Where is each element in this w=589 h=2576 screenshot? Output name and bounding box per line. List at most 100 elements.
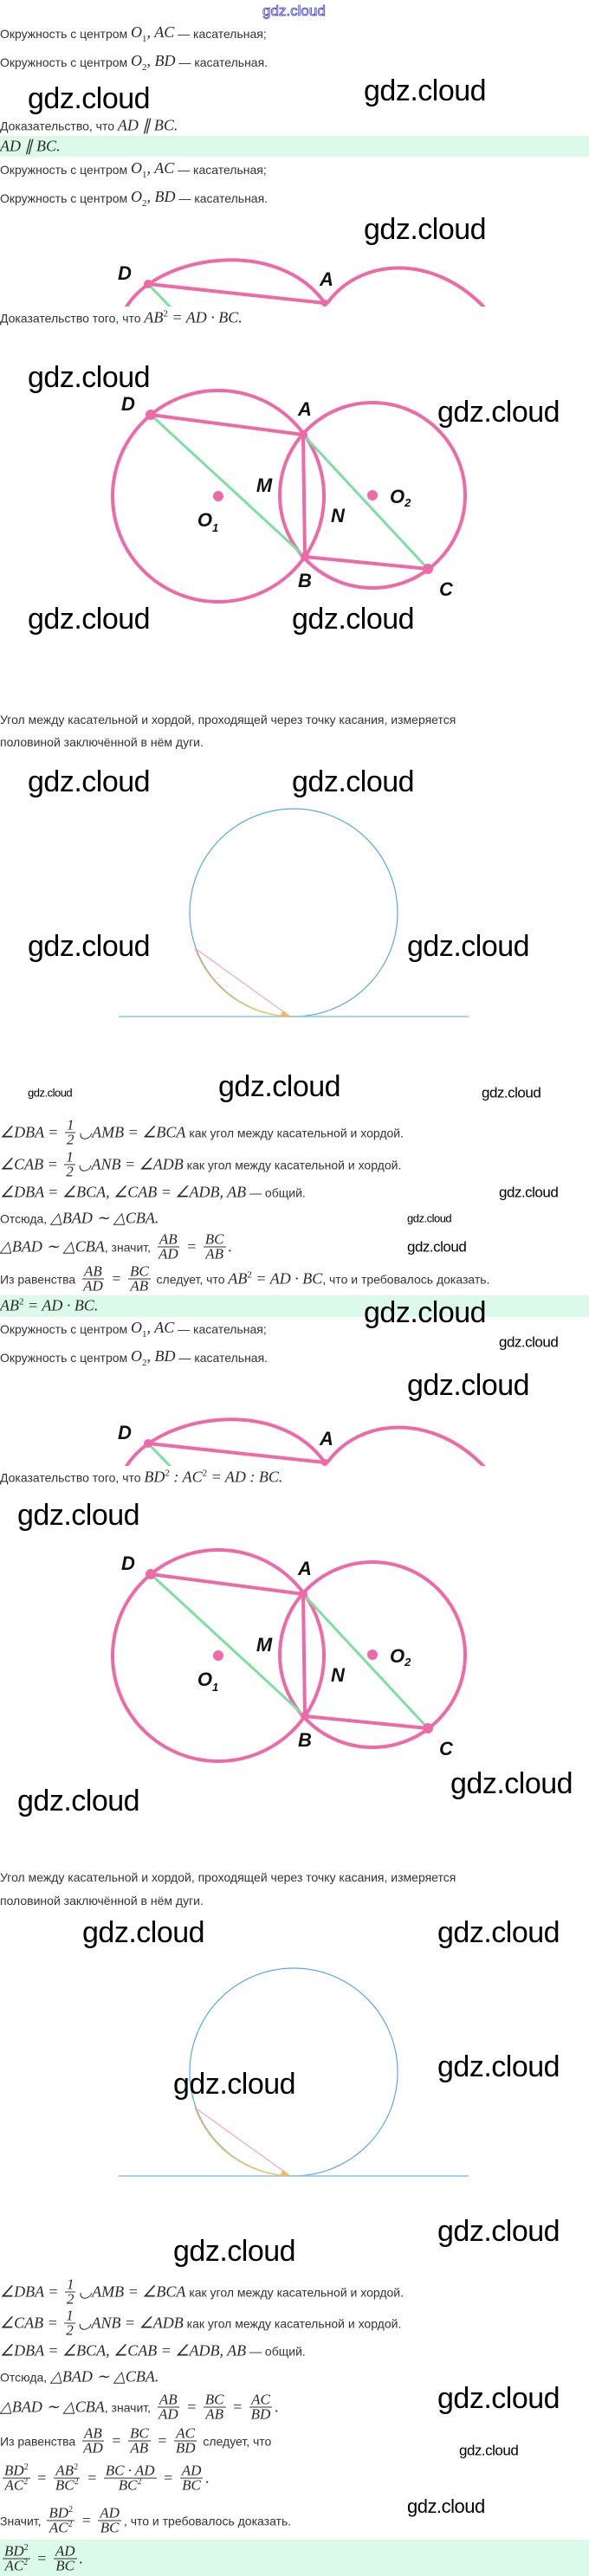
- segment-bc: [304, 1714, 429, 1730]
- watermark: gdz.cloud: [499, 1184, 559, 1201]
- watermark: gdz.cloud: [437, 1916, 560, 1949]
- answer-line: AD ∥ BC.: [0, 137, 61, 155]
- arc: [194, 2107, 294, 2177]
- answer-band: [0, 2540, 589, 2576]
- watermark: gdz.cloud: [450, 1767, 573, 1800]
- given-line-2: Окружность с центром O2, BD — касательна…: [0, 52, 269, 73]
- cropped-circles-figure: D A: [118, 1417, 486, 1466]
- watermark: gdz.cloud: [407, 1238, 467, 1256]
- segment-ab: [301, 434, 307, 558]
- answer-band: [0, 136, 589, 157]
- label-m: M: [256, 1634, 273, 1656]
- point-b: [301, 552, 309, 561]
- proof-line-2: ∠CAB = 1 2 ◡ANB = ∠ADB как угол между каса…: [0, 2307, 402, 2339]
- watermark: gdz.cloud: [28, 82, 151, 115]
- theorem-line-2: половиной заключённой в нём дуги.: [0, 1894, 204, 1908]
- label-d: D: [121, 393, 135, 415]
- label-c: C: [439, 578, 454, 600]
- label-a: A: [297, 398, 312, 420]
- circle-arc: [326, 1425, 486, 1466]
- point-o1: [213, 491, 223, 501]
- watermark: gdz.cloud: [218, 1070, 341, 1103]
- given-line-1: Окружность с центром O1, AC — касательна…: [0, 159, 267, 180]
- task-statement: Доказательство того, что AB2 = AD · BC.: [0, 308, 243, 326]
- point-a: [321, 300, 328, 307]
- two-circles-figure: D A M N O1 O2 B C: [111, 1548, 467, 1763]
- segment-db: [146, 282, 172, 307]
- segment-da: [147, 1442, 326, 1464]
- label-a: A: [319, 1428, 333, 1449]
- watermark: gdz.cloud: [407, 2495, 485, 2517]
- watermark: gdz.cloud: [499, 1333, 559, 1351]
- label-n: N: [331, 1664, 346, 1686]
- proof-line-2: ∠CAB = 1 2 ◡ANB = ∠ADB как угол между каса…: [0, 1148, 402, 1180]
- circle-o1: [111, 1548, 326, 1763]
- watermark: gdz.cloud: [407, 930, 530, 963]
- label-o2: O2: [390, 486, 411, 509]
- proof-line-3: ∠DBA = ∠BCA, ∠CAB = ∠ADB, AB — общий.: [0, 2341, 306, 2360]
- tangent-chord-figure: [119, 1967, 469, 2177]
- point-a: [299, 430, 307, 439]
- watermark: gdz.cloud: [459, 2442, 519, 2459]
- proof-line-5: △BAD ∼ △CBA, значит, AB AD = BC AB.: [0, 1230, 232, 1262]
- watermark: gdz.cloud: [17, 1785, 140, 1817]
- proof-line-6: Из равенства AB AD = BC AB = AC BD следует,…: [0, 2424, 272, 2457]
- circle: [189, 808, 398, 1017]
- segment-da: [147, 282, 326, 305]
- watermark: gdz.cloud: [364, 213, 487, 246]
- segment-db: [146, 1442, 172, 1466]
- arc: [194, 947, 294, 1017]
- proof-line-5: △BAD ∼ △CBA, значит, AB AD = BC AB = AC BD.: [0, 2391, 279, 2423]
- watermark: gdz.cloud: [292, 603, 415, 636]
- watermark: gdz.cloud: [437, 2050, 560, 2083]
- watermark: gdz.cloud: [364, 1296, 487, 1329]
- label-b: B: [298, 1729, 312, 1751]
- proof-line-3: ∠DBA = ∠BCA, ∠CAB = ∠ADB, AB — общий.: [0, 1183, 306, 1201]
- label-b: B: [298, 570, 312, 591]
- watermark: gdz.cloud: [437, 2215, 560, 2248]
- segment-ac: [301, 1592, 430, 1730]
- segment-da: [150, 1572, 304, 1596]
- circle-o2: [278, 1560, 467, 1749]
- proof-line-1: ∠DBA = 1 2 ◡AMB = ∠BCA как угол между каса…: [0, 1116, 405, 1148]
- circle-o1: [111, 389, 326, 604]
- point-o2: [367, 490, 378, 500]
- chord: [194, 2107, 291, 2177]
- watermark: gdz.cloud: [17, 1499, 140, 1532]
- circle-arc: [124, 258, 327, 307]
- proof-line-8: Значит, BD2 AC2 = AD BC, что и требовалось…: [0, 2504, 292, 2536]
- watermark: gdz.cloud: [28, 765, 151, 798]
- point-d: [146, 410, 156, 420]
- site-logo[interactable]: gdz.cloud: [262, 3, 327, 20]
- given-line-2: Окружность с центром O2, BD — касательна…: [0, 1347, 269, 1368]
- proof-line-4: Отсюда, △BAD ∼ △CBA.: [0, 1209, 159, 1227]
- theorem-line-1: Угол между касательной и хордой, проходя…: [0, 1870, 456, 1884]
- watermark: gdz.cloud: [437, 396, 560, 429]
- point-b: [301, 1712, 309, 1721]
- segment-db: [149, 1572, 307, 1718]
- label-d: D: [118, 262, 132, 284]
- given-line-1: Окружность с центром O1, AC — касательна…: [0, 23, 267, 44]
- cropped-circles-figure: D A: [118, 258, 486, 307]
- label-c: C: [439, 1738, 454, 1759]
- segment-ac: [301, 433, 430, 571]
- label-o2: O2: [390, 1645, 411, 1669]
- two-circles-figure: D A M N O1 O2 B C: [111, 389, 467, 604]
- watermark: gdz.cloud: [173, 2068, 296, 2101]
- angle-mark: [281, 2170, 290, 2176]
- circle-o2: [278, 401, 467, 590]
- segment-db: [149, 413, 307, 558]
- angle-mark: [281, 1010, 290, 1017]
- answer-line: AB2 = AD · BC.: [0, 1296, 99, 1314]
- segment-bc: [304, 555, 429, 571]
- label-a: A: [297, 1558, 312, 1579]
- proof-line-6: Из равенства AB AD = BC AB следует, что AB…: [0, 1262, 490, 1294]
- circle-arc: [326, 266, 486, 307]
- label-n: N: [331, 505, 346, 526]
- label-d: D: [121, 1553, 135, 1574]
- watermark: gdz.cloud: [28, 361, 151, 394]
- segment-ab: [301, 1593, 307, 1717]
- given-line-2: Окружность с центром O2, BD — касательна…: [0, 188, 269, 209]
- point-o2: [367, 1650, 378, 1660]
- watermark: gdz.cloud: [173, 2235, 296, 2268]
